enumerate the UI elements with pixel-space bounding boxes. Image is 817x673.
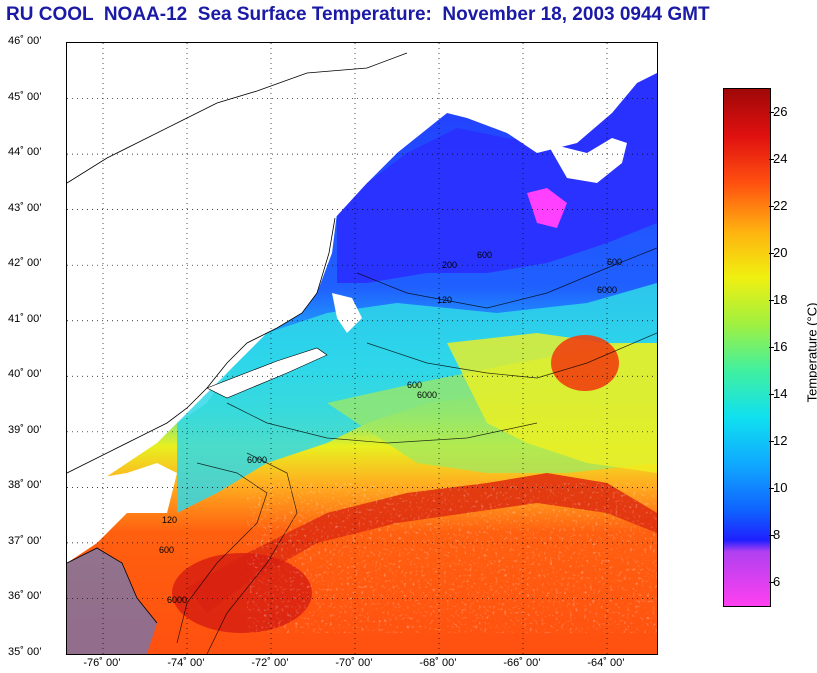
- longitude-label: -76˚ 00’: [83, 657, 121, 669]
- graticule: [67, 43, 657, 654]
- latitude-label: 40˚ 00’: [8, 368, 42, 381]
- longitude-label: -72˚ 00’: [251, 657, 289, 669]
- colorbar-tick-label: 18: [773, 291, 788, 307]
- colorbar-tick-label: 16: [773, 338, 788, 354]
- contour-label: 600: [407, 380, 422, 390]
- colorbar-tick-mark: [769, 299, 774, 301]
- colorbar-tick-label: 10: [773, 479, 788, 495]
- colorbar-label: Temperature (°C): [804, 302, 817, 403]
- colorbar-tick-mark: [769, 581, 774, 583]
- latitude-label: 42˚ 00’: [8, 257, 42, 270]
- colorbar-tick-label: 20: [773, 244, 788, 260]
- colorbar-tick-label: 22: [773, 197, 788, 213]
- latitude-label: 35˚ 00’: [8, 646, 42, 658]
- contour-label: 6000: [247, 455, 267, 465]
- colorbar-tick-mark: [769, 487, 774, 489]
- contour-label: 600: [159, 545, 174, 555]
- colorbar-tick-mark: [769, 534, 774, 536]
- land-cape-cod: [332, 293, 362, 333]
- colorbar-tick-mark: [769, 205, 774, 207]
- colorbar-tick-label: 24: [773, 150, 788, 166]
- latitude-label: 43˚ 00’: [8, 201, 42, 214]
- land-long-island: [206, 347, 328, 399]
- sst-map: 600 6000 120 600 600 6000 6000 120 600 6…: [66, 42, 658, 655]
- latitude-label: 37˚ 00’: [8, 534, 42, 547]
- contour-label: 6000: [167, 595, 187, 605]
- contour-label: 6000: [597, 285, 617, 295]
- contour-label: 600: [477, 250, 492, 260]
- land-new-england: [67, 43, 467, 473]
- colorbar-tick-mark: [769, 111, 774, 113]
- colorbar-tick-label: 8: [773, 526, 781, 542]
- colorbar-tick-label: 6: [773, 573, 781, 589]
- longitude-label: -64˚ 00’: [587, 657, 625, 669]
- gulf-of-maine: [337, 73, 657, 283]
- cloud-speckle: [247, 483, 657, 633]
- colorbar-tick-mark: [769, 252, 774, 254]
- colorbar-tick-mark: [769, 346, 774, 348]
- longitude-label: -66˚ 00’: [503, 657, 541, 669]
- longitude-label: -68˚ 00’: [419, 657, 457, 669]
- land-nova-scotia: [467, 43, 657, 153]
- colorbar-tick-mark: [769, 440, 774, 442]
- temperature-colorbar: [723, 88, 771, 607]
- colorbar-tick-mark: [769, 393, 774, 395]
- land-delmarva: [67, 463, 177, 563]
- latitude-label: 39˚ 00’: [8, 423, 42, 436]
- contour-label: 200: [442, 260, 457, 270]
- colorbar-tick-label: 26: [773, 103, 788, 119]
- land-sable: [547, 138, 627, 183]
- latitude-label: 44˚ 00’: [8, 146, 42, 159]
- contour-label: 6000: [417, 390, 437, 400]
- colorbar-tick-mark: [769, 158, 774, 160]
- latitude-label: 45˚ 00’: [8, 90, 42, 103]
- warm-core-eddy: [551, 335, 619, 391]
- contour-label: 120: [162, 515, 177, 525]
- sst-map-svg: 600 6000 120 600 600 6000 6000 120 600 6…: [67, 43, 657, 654]
- longitude-label: -74˚ 00’: [167, 657, 205, 669]
- coastline: [67, 52, 408, 624]
- latitude-label: 36˚ 00’: [8, 590, 42, 603]
- colorbar-tick-label: 12: [773, 432, 788, 448]
- latitude-label: 41˚ 00’: [8, 312, 42, 325]
- map-title: RU COOL NOAA-12 Sea Surface Temperature:…: [6, 4, 710, 25]
- cold-patch: [527, 188, 567, 228]
- longitude-label: -70˚ 00’: [335, 657, 373, 669]
- contour-label: 600: [607, 257, 622, 267]
- latitude-label: 38˚ 00’: [8, 479, 42, 492]
- contour-label: 120: [437, 295, 452, 305]
- land-carolina: [67, 548, 157, 654]
- latitude-label: 46˚ 00’: [8, 35, 42, 47]
- colorbar-tick-label: 14: [773, 385, 788, 401]
